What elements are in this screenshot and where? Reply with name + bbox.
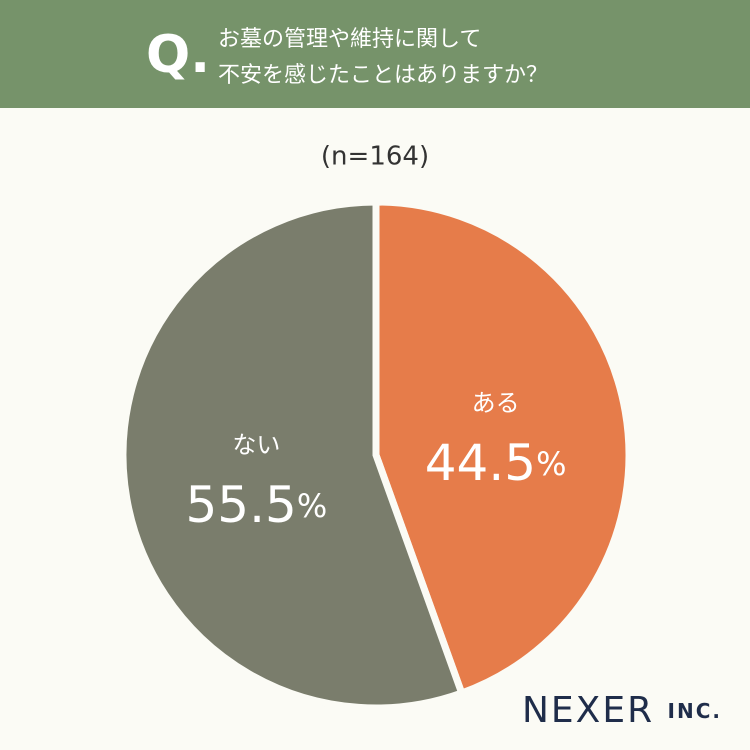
subtitle: (n=164) bbox=[321, 142, 429, 172]
pie-slice bbox=[119, 198, 467, 712]
value-label: 55.5% bbox=[186, 475, 328, 533]
title-line: お墓の管理や維持に関して bbox=[218, 27, 481, 52]
pie-slice bbox=[372, 198, 633, 698]
slice-category: ない bbox=[232, 431, 280, 459]
title-line: 不安を感じたことはありますか？ bbox=[218, 63, 548, 88]
brand: NEXER INC. bbox=[522, 690, 722, 731]
question-marker: Q. bbox=[146, 25, 210, 85]
slice-category: ある bbox=[472, 389, 520, 417]
header-band bbox=[0, 0, 750, 108]
value-label: 44.5% bbox=[425, 434, 567, 492]
